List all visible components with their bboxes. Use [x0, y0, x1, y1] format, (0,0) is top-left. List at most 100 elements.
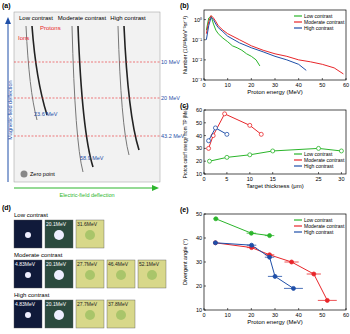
x-tick-label: 5	[225, 176, 228, 182]
y-tick-label: 10	[196, 307, 202, 313]
y-tick	[204, 122, 206, 123]
y-tick-label: 30	[196, 259, 202, 265]
y-tick	[204, 174, 206, 175]
series-line	[206, 16, 259, 66]
energy-line	[14, 62, 160, 63]
y-tick-label: 10⁻³	[192, 77, 202, 83]
plot-frame	[204, 10, 346, 80]
film-label: 4.83MeV	[15, 301, 36, 307]
y-tick	[204, 110, 206, 111]
x-tick	[251, 78, 252, 80]
x-tick-label: 10	[225, 312, 231, 318]
x-tick-label: 0	[202, 82, 205, 88]
film	[45, 220, 73, 248]
y-tick-label: 40	[196, 133, 202, 139]
x-tick	[227, 78, 228, 80]
energy-line	[14, 136, 160, 137]
series-line	[215, 243, 327, 301]
plot-frame	[204, 214, 346, 310]
ions-label: Ions	[18, 35, 29, 41]
x-axis-label: Proton energy (MeV)	[247, 89, 303, 95]
y-tick-label: 50	[196, 120, 202, 126]
data-point	[339, 149, 343, 153]
data-point	[207, 159, 211, 163]
proton-trace	[124, 26, 139, 150]
film-spot	[85, 270, 95, 280]
plot-area	[207, 112, 344, 163]
x-tick	[272, 172, 273, 174]
x-tick	[322, 308, 323, 310]
film-label: 4.83MeV	[15, 261, 36, 267]
film-spot	[116, 270, 126, 280]
y-tick	[204, 148, 206, 149]
legend-swatch	[294, 165, 302, 166]
panel-label: (b)	[180, 2, 189, 10]
data-point	[259, 132, 263, 136]
data-point	[268, 234, 272, 238]
ion-trace	[72, 26, 83, 172]
film	[107, 300, 135, 328]
film-spot	[85, 310, 95, 320]
column-title: Low contrast	[19, 15, 53, 21]
data-point	[273, 274, 277, 278]
y-tick-label: 10⁻²	[192, 57, 202, 63]
data-point	[248, 123, 252, 127]
y-tick-label: 50	[196, 211, 202, 217]
x-axis-label: Target thickness (μm)	[246, 183, 303, 189]
x-tick-label: 30	[338, 176, 344, 182]
energy-label: 20 MeV	[161, 95, 180, 101]
x-tick-label: 15	[270, 176, 276, 182]
x-tick-label: 40	[296, 82, 302, 88]
x-tick	[341, 172, 342, 174]
x-tick-label: 10	[225, 82, 231, 88]
x-tick	[226, 172, 227, 174]
film-spot	[54, 270, 64, 280]
y-tick-label: 30	[196, 145, 202, 151]
panel-label: (a)	[2, 2, 11, 10]
zero-label: Zero point	[30, 171, 55, 177]
data-point	[214, 217, 218, 221]
film-spot	[54, 230, 64, 240]
film-spot	[25, 312, 31, 318]
film	[14, 300, 42, 328]
x-tick	[249, 172, 250, 174]
film-label: 52.1MeV	[139, 261, 160, 267]
x-tick	[298, 78, 299, 80]
film-label: 46.4MeV	[108, 261, 129, 267]
series-line	[209, 114, 262, 149]
row-title: Low contrast	[14, 212, 48, 218]
legend-label: High contrast	[304, 25, 334, 31]
x-tick	[322, 78, 323, 80]
data-point	[248, 153, 252, 157]
series-line	[206, 17, 306, 70]
series-line	[209, 128, 227, 141]
arrow-head	[5, 17, 11, 24]
column-title: Moderate contrast	[58, 15, 107, 21]
film	[138, 260, 166, 288]
energy-label: 43.2 MeV	[161, 133, 185, 139]
x-tick	[298, 308, 299, 310]
legend-swatch	[294, 159, 302, 160]
row-title: Moderate contrast	[14, 252, 63, 258]
cutoff-label: 58.9 MeV	[80, 155, 104, 161]
y-axis-label: Proton cutoff energy from TP (MeV)	[183, 105, 188, 178]
y-tick	[204, 286, 206, 287]
data-point	[290, 260, 294, 264]
proton-trace	[78, 26, 93, 167]
figure: (a)Low contrastModerate contrastHigh con…	[0, 0, 350, 334]
axis-label: Magnetic-field deflection	[7, 80, 13, 139]
film	[45, 300, 73, 328]
series-line	[206, 16, 343, 74]
arrow-head	[152, 185, 159, 191]
protons-label: Protons	[40, 25, 61, 31]
column-title: High contrast	[110, 15, 146, 21]
x-tick-label: 0	[202, 176, 205, 182]
cutoff-label: 23.6 MeV	[34, 111, 58, 117]
y-tick-label: 20	[196, 283, 202, 289]
y-tick-label: 10	[196, 171, 202, 177]
data-point	[317, 146, 321, 150]
plot-area	[206, 16, 343, 74]
film-label: 37.8MeV	[108, 301, 129, 307]
data-point	[225, 132, 229, 136]
y-tick-label: 10⁰	[194, 17, 202, 23]
